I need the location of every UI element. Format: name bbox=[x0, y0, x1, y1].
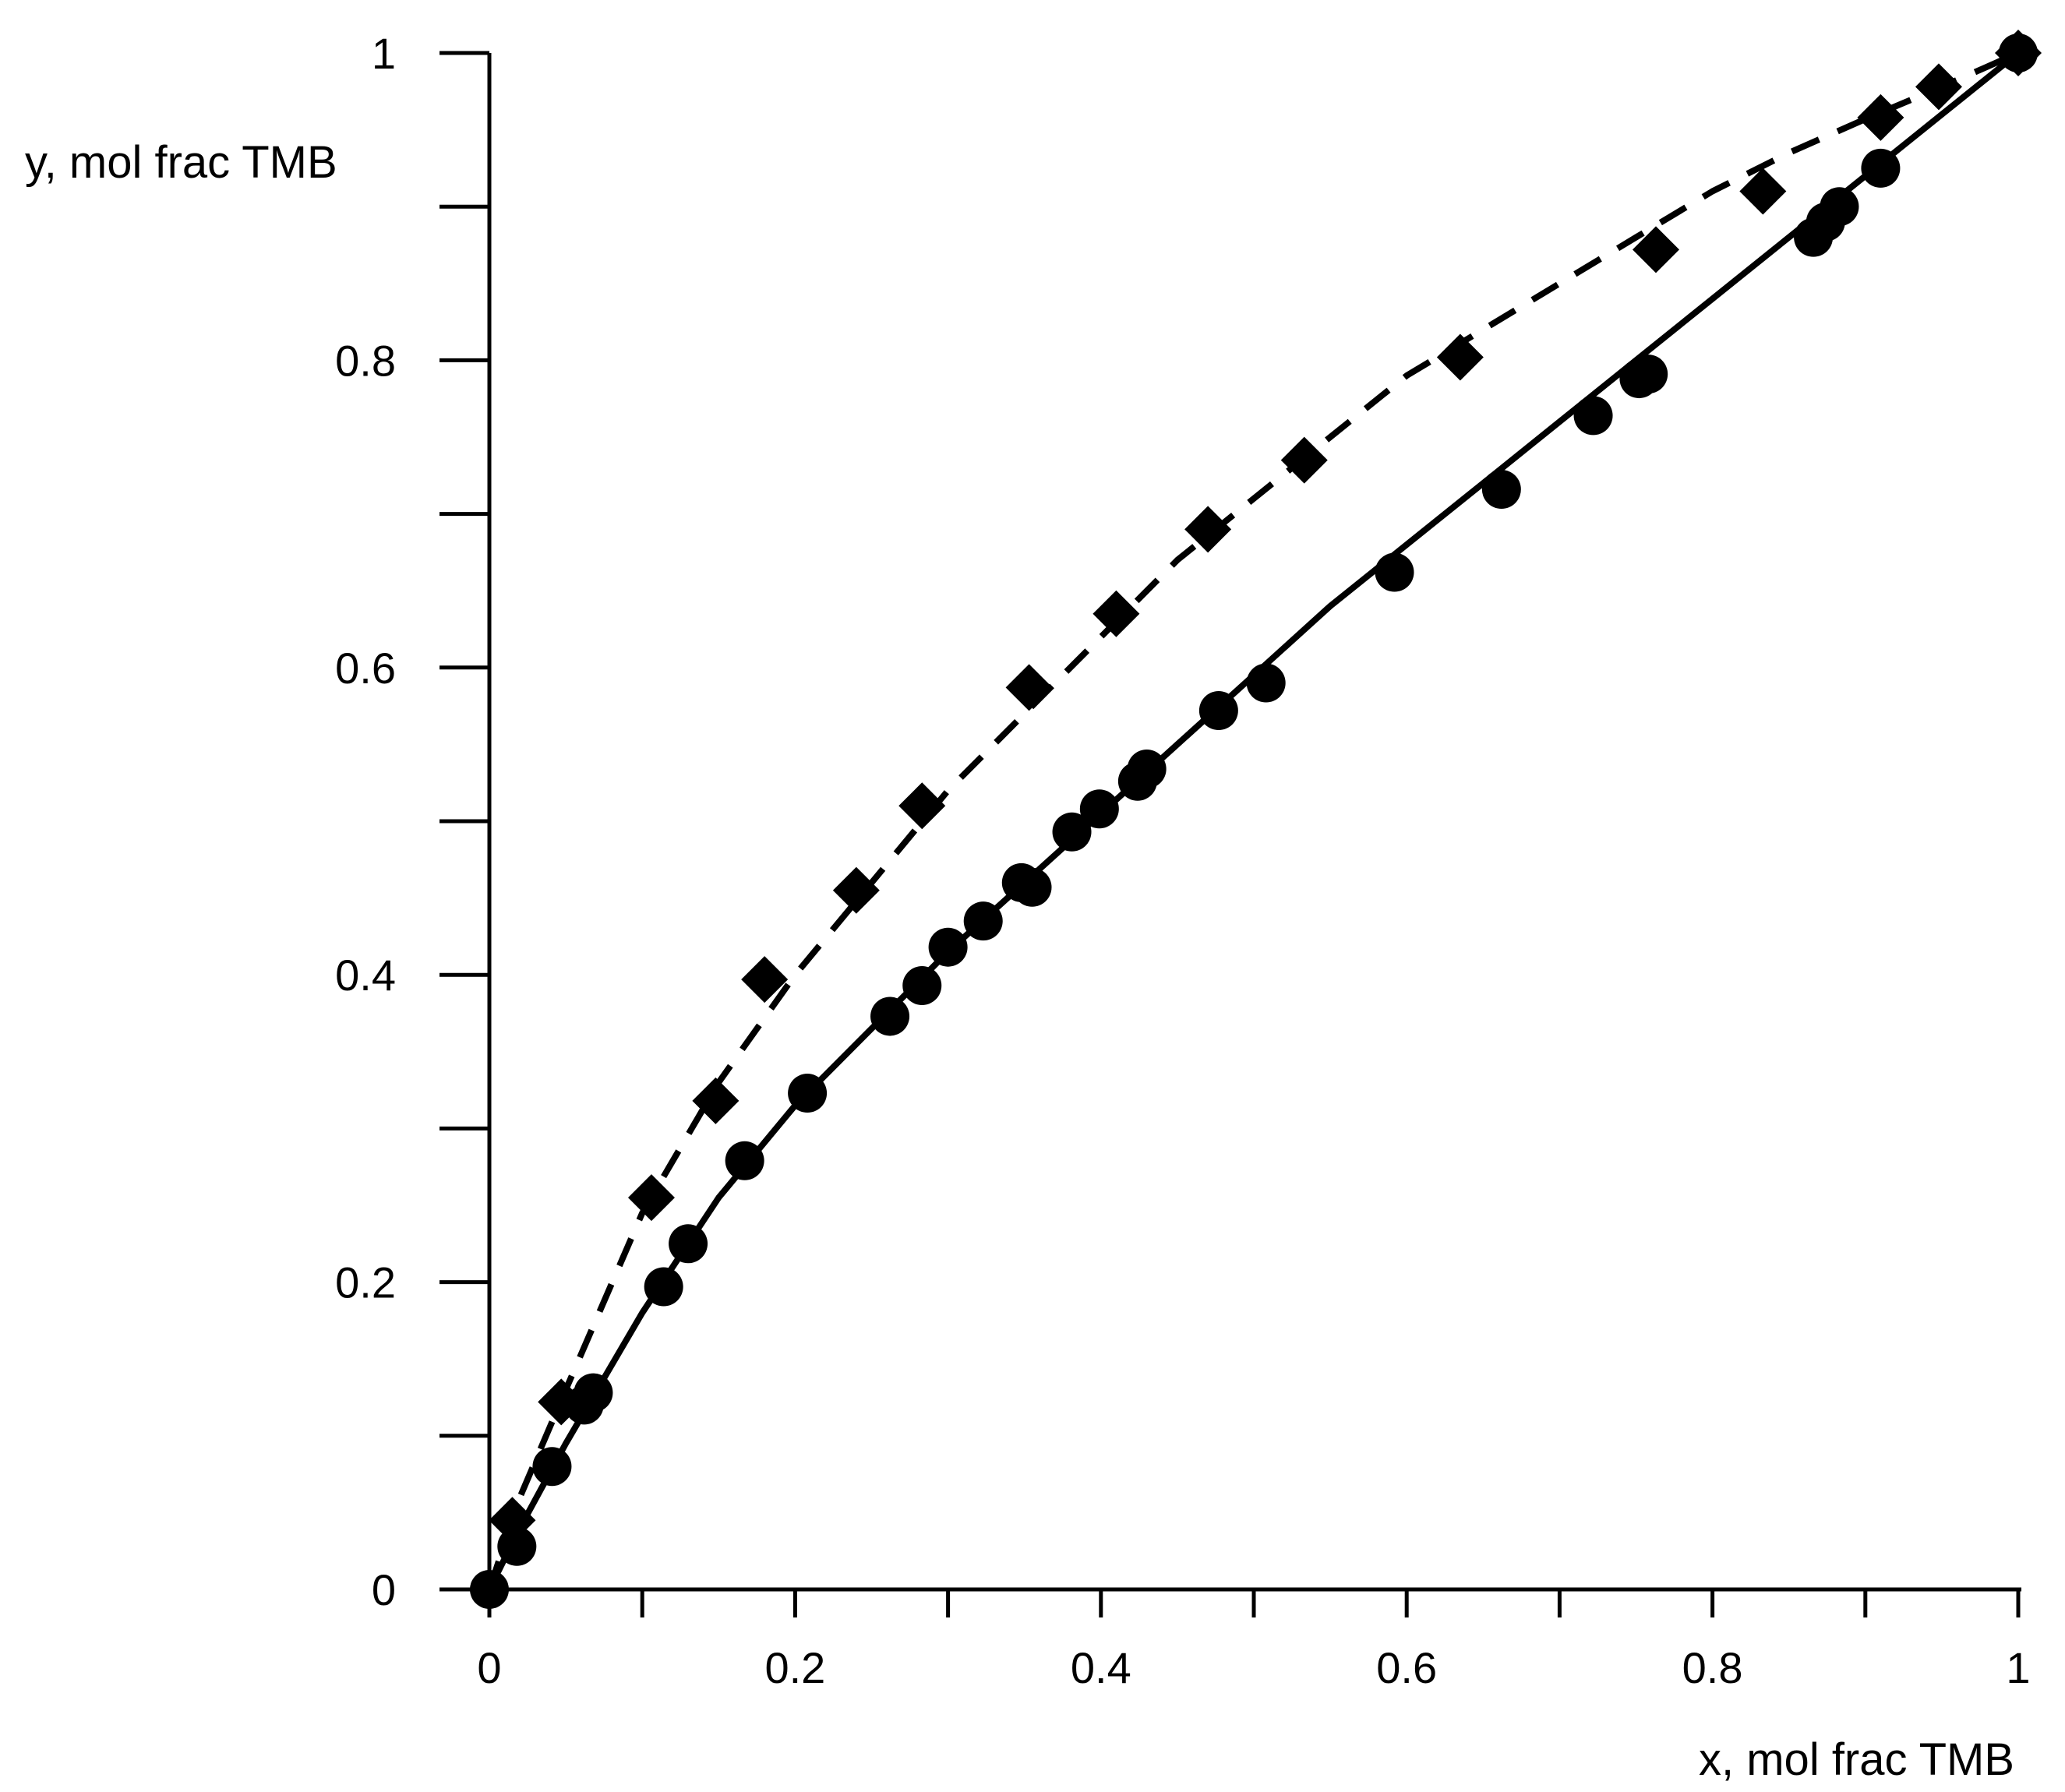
diamond-marker bbox=[832, 866, 880, 914]
diamond-marker bbox=[692, 1077, 740, 1124]
circle-marker bbox=[1861, 148, 1901, 188]
circle-marker bbox=[1127, 749, 1167, 788]
circle-marker bbox=[1079, 789, 1119, 829]
circle-marker bbox=[1999, 34, 2038, 72]
diamond-marker bbox=[1280, 436, 1328, 484]
dashed-fit-curve bbox=[486, 50, 2020, 1591]
fit-curves bbox=[486, 50, 2021, 1591]
y-tick-label: 0.2 bbox=[335, 1258, 396, 1307]
circle-marker bbox=[1481, 470, 1521, 510]
y-tick-label: 0.6 bbox=[335, 644, 396, 693]
y-axis-title: y, mol frac TMB bbox=[25, 137, 337, 188]
x-axis-title: x, mol frac TMB bbox=[1699, 1734, 2014, 1785]
circle-marker bbox=[1573, 396, 1613, 436]
circle-marker bbox=[1012, 867, 1052, 907]
diamond-marker bbox=[1739, 168, 1787, 215]
circle-marker bbox=[470, 1570, 509, 1609]
diamond-marker bbox=[1857, 93, 1904, 141]
x-tick-label: 1 bbox=[2006, 1643, 2030, 1692]
diamond-marker bbox=[741, 956, 789, 1004]
circle-marker bbox=[669, 1224, 708, 1264]
y-tick-label: 1 bbox=[372, 29, 396, 78]
axes bbox=[439, 51, 2021, 1617]
diamond-marker bbox=[1633, 226, 1680, 273]
diamond-marker bbox=[1436, 333, 1484, 381]
tick-labels: 0 0.2 0.4 0.6 0.8 1 0 0.2 0.4 0.6 0.8 1 bbox=[335, 29, 2030, 1692]
data-markers bbox=[470, 30, 2042, 1609]
diamond-marker bbox=[898, 782, 946, 830]
solid-fit-curve bbox=[486, 50, 2021, 1591]
circle-marker bbox=[644, 1267, 683, 1307]
y-tick-label: 0 bbox=[372, 1565, 396, 1614]
circle-marker bbox=[725, 1141, 764, 1180]
x-tick-label: 0.8 bbox=[1682, 1643, 1743, 1692]
circle-marker bbox=[870, 997, 910, 1036]
circle-marker bbox=[1198, 691, 1238, 731]
circle-marker bbox=[1052, 812, 1092, 852]
y-tick-label: 0.8 bbox=[335, 336, 396, 385]
diamond-marker bbox=[1093, 590, 1140, 637]
circle-marker bbox=[532, 1447, 572, 1487]
diamond-marker bbox=[627, 1174, 675, 1222]
circle-marker bbox=[1246, 663, 1286, 703]
circle-marker bbox=[902, 966, 942, 1006]
circle-marker bbox=[788, 1074, 828, 1113]
circle-marker bbox=[1375, 552, 1414, 592]
diamond-marker bbox=[1915, 63, 1962, 111]
diamond-marker bbox=[1184, 506, 1232, 553]
circle-marker bbox=[1820, 187, 1859, 227]
circle-marker bbox=[574, 1373, 613, 1413]
circle-marker bbox=[928, 927, 968, 967]
x-tick-label: 0.6 bbox=[1376, 1643, 1437, 1692]
circle-marker bbox=[1629, 355, 1668, 394]
circle-marker bbox=[963, 901, 1003, 941]
x-tick-label: 0.4 bbox=[1071, 1643, 1131, 1692]
x-tick-label: 0 bbox=[477, 1643, 501, 1692]
y-tick-label: 0.4 bbox=[335, 951, 396, 1000]
diamond-marker bbox=[1005, 664, 1053, 711]
x-tick-label: 0.2 bbox=[764, 1643, 825, 1692]
circle-marker bbox=[497, 1526, 537, 1566]
